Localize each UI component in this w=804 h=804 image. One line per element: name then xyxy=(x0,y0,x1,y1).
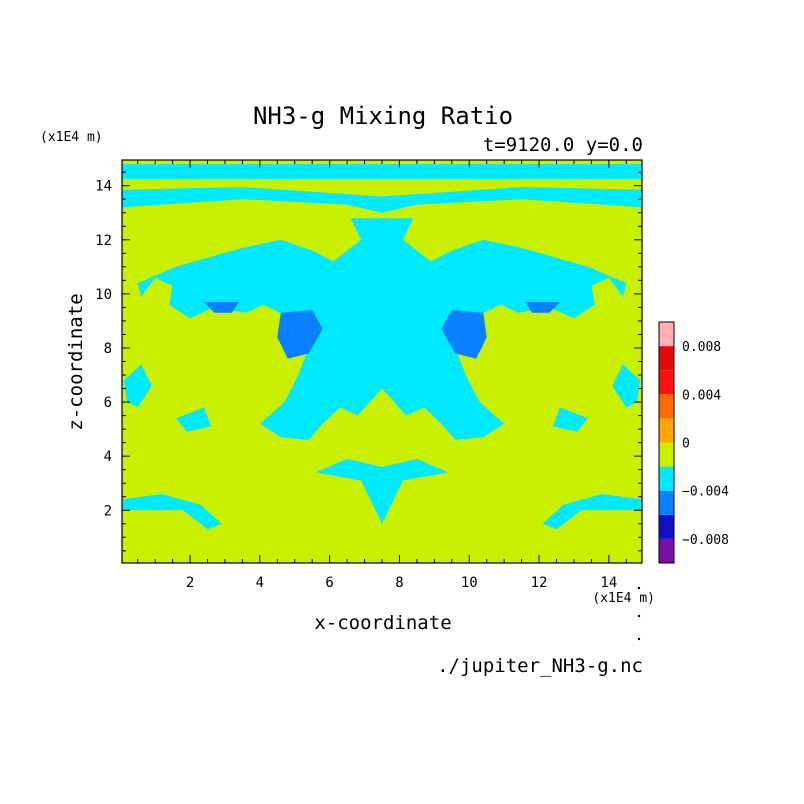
x-unit-label: (x1E4 m) xyxy=(592,591,655,606)
colorbar-frame xyxy=(658,321,675,564)
y-tick-label: 6 xyxy=(104,395,112,411)
colorbar-tick-label: −0.004 xyxy=(682,485,729,500)
y-unit-label: (x1E4 m) xyxy=(40,130,103,145)
x-tick-label: 6 xyxy=(325,575,333,591)
contour-region-cyan-6 xyxy=(123,364,152,408)
colorbar-swatch xyxy=(659,418,674,443)
file-label: ./jupiter_NH3-g.nc xyxy=(437,655,643,677)
x-tick-label: 10 xyxy=(461,575,478,591)
plot-area: 2 4 6 8 10 12 14 2 4 6 8 10 12 14 xyxy=(95,159,643,591)
x-tick-label: 2 xyxy=(186,575,194,591)
y-tick-label: 8 xyxy=(104,341,112,357)
colorbar-swatch xyxy=(659,538,674,563)
contour-region-blue-13 xyxy=(525,302,560,313)
colorbar-swatch xyxy=(659,346,674,371)
contour-region-cyan-0 xyxy=(122,164,642,179)
chart-subtitle: t=9120.0 y=0.0 xyxy=(483,134,643,156)
colorbar-swatch xyxy=(659,322,674,347)
y-tick-label: 4 xyxy=(104,449,112,465)
x-tick-label: 8 xyxy=(395,575,403,591)
contour-region-cyan-3 xyxy=(315,458,449,524)
contour-region-blue-12 xyxy=(204,302,239,313)
x-tick-label: 14 xyxy=(600,575,617,591)
corner-marks xyxy=(637,586,641,641)
contour-region-cyan-5 xyxy=(542,494,642,530)
contour-region-cyan-2 xyxy=(137,218,627,440)
chart-title: NH3-g Mixing Ratio xyxy=(253,102,513,130)
colorbar-tick-label: −0.008 xyxy=(682,533,729,548)
contour-region-cyan-8 xyxy=(176,407,211,432)
contour-region-blue-11 xyxy=(441,310,487,359)
contour-region-cyan-7 xyxy=(612,364,641,408)
colorbar-swatch xyxy=(659,466,674,491)
colorbar-tick-label: 0.008 xyxy=(682,340,721,355)
y-tick-label: 14 xyxy=(95,179,112,195)
contour-region-cyan-9 xyxy=(553,407,588,432)
colorbar-swatch xyxy=(659,370,674,395)
colorbar-swatch xyxy=(659,394,674,419)
contour-region-cyan-4 xyxy=(122,494,222,530)
y-tick-label: 12 xyxy=(95,233,112,249)
colorbar-tick-label: 0 xyxy=(682,437,690,452)
colorbar-swatch xyxy=(659,490,674,515)
x-axis-label: x-coordinate xyxy=(314,612,451,634)
colorbar-tick-label: 0.004 xyxy=(682,388,721,403)
contour-region-cyan-1 xyxy=(122,187,642,213)
y-tick-label: 10 xyxy=(95,287,112,303)
colorbar-swatch xyxy=(659,442,674,467)
x-tick-label: 12 xyxy=(531,575,548,591)
colorbar: −0.008 −0.004 0 0.004 0.008 xyxy=(658,321,729,564)
colorbar-swatch xyxy=(659,514,674,539)
x-tick-label: 4 xyxy=(256,575,264,591)
y-tick-label: 2 xyxy=(104,503,112,519)
contour-region-blue-10 xyxy=(277,310,323,359)
y-axis-label: z-coordinate xyxy=(65,293,87,430)
